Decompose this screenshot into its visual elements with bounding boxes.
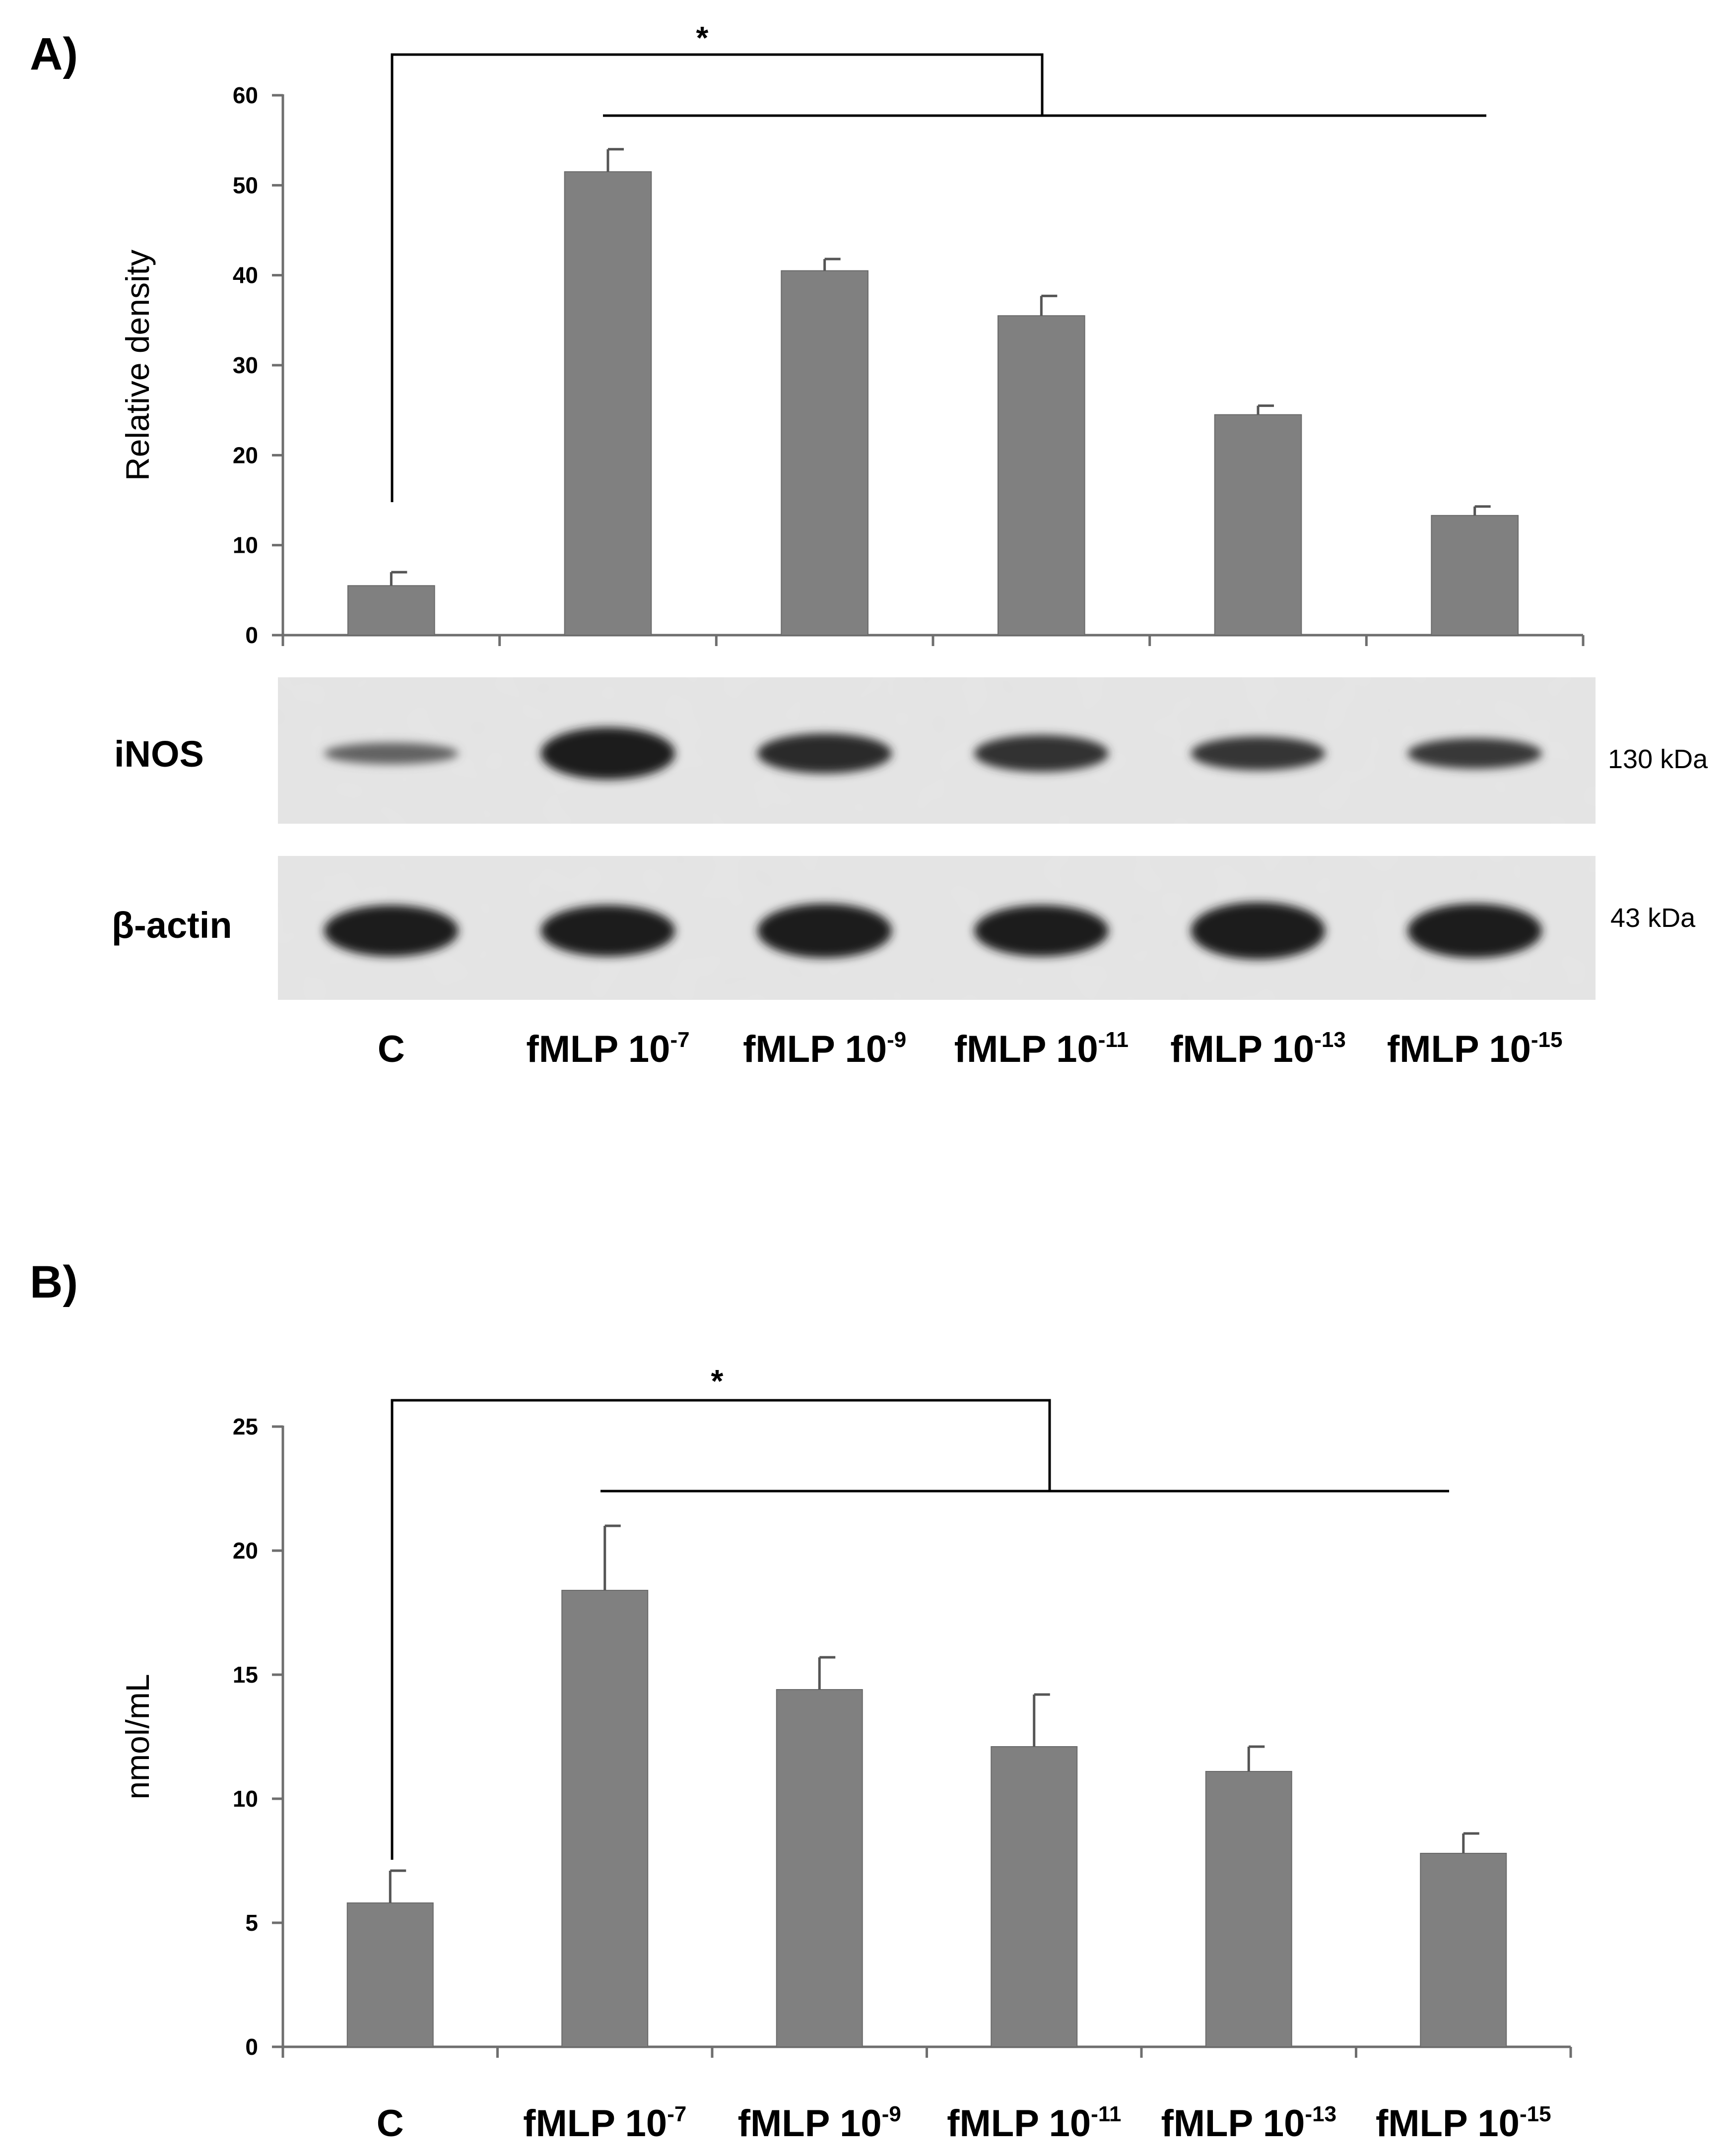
category-base: fMLP 10 [1387,1028,1531,1070]
panel-a-bar [347,585,435,636]
blot-band [1407,903,1542,958]
category-base: fMLP 10 [947,2102,1091,2145]
category-exponent: -13 [1305,2102,1336,2126]
blot-band [1191,902,1326,960]
panel-a-category-label: fMLP 10-15 [1387,1028,1563,1070]
panel-a-y-tick-label: 20 [233,442,258,468]
blot-band [974,905,1109,957]
blot-band [540,905,675,957]
category-base: fMLP 10 [1161,2102,1305,2145]
category-base: fMLP 10 [1170,1028,1314,1070]
category-base: C [378,1028,405,1070]
category-exponent: -7 [670,1028,689,1052]
panel-b-y-tick-label: 20 [233,1538,258,1564]
category-exponent: -9 [882,2102,901,2126]
panel-b-y-tick-label: 15 [233,1662,258,1688]
panel-b-bar [1205,1771,1292,2047]
panel-a-category-label: fMLP 10-13 [1170,1028,1346,1070]
panel-b-label: B) [30,1257,78,1307]
panel-b-bar [776,1689,863,2047]
blot-band [974,735,1109,772]
panel-b-category-label: fMLP 10-9 [738,2102,901,2145]
category-base: fMLP 10 [954,1028,1098,1070]
blot-band [1191,736,1326,771]
category-exponent: -13 [1314,1028,1346,1052]
panel-a-label: A) [30,29,78,79]
panel-a-bar [781,270,869,636]
blot-band [1407,738,1542,769]
category-exponent: -11 [1091,2102,1121,2126]
blot-band [324,742,459,765]
panel-b-category-label: C [377,2102,404,2145]
blot-row-label: iNOS [114,733,204,775]
panel-a-significance-bracket [391,53,1044,502]
panel-b-bar [346,1902,434,2047]
category-exponent: -15 [1531,1028,1563,1052]
panel-b-bar [1420,1853,1507,2047]
blot-band [324,905,459,957]
category-base: fMLP 10 [743,1028,887,1070]
blot-row-label: β-actin [112,905,232,946]
panel-b-y-tick-label: 5 [245,1910,258,1936]
category-base: fMLP 10 [526,1028,670,1070]
panel-a-bar [998,315,1085,636]
panel-b-bar [991,1746,1078,2047]
blot-strip-texture [278,856,1596,1000]
category-base: fMLP 10 [738,2102,882,2145]
panel-b-significance-bracket [391,1399,1051,1860]
blot-band [540,727,675,780]
panel-a-bar [1214,414,1302,636]
category-base: C [377,2102,404,2145]
panel-b-y-axis-label: nmol/mL [119,1674,156,1799]
category-exponent: -15 [1520,2102,1551,2126]
category-exponent: -9 [887,1028,906,1052]
panel-a: A) 0 10 20 30 40 50 60 Relative density C fMLP 10… [30,20,1708,1070]
panel-a-y-tick-label: 40 [233,262,258,288]
blot-band [757,903,892,958]
panel-b-category-label: fMLP 10-7 [523,2102,686,2145]
panel-a-bar [1431,515,1519,636]
panel-b-y-tick-label: 10 [233,1786,258,1812]
panel-a-y-tick-label: 0 [245,622,258,648]
panel-b-significance-star: * [711,1363,724,1399]
panel-b-bar [561,1590,649,2047]
blot-band [757,733,892,774]
category-base: fMLP 10 [523,2102,667,2145]
panel-b-category-label: fMLP 10-13 [1161,2102,1336,2145]
category-base: fMLP 10 [1376,2102,1520,2145]
panel-a-y-tick-label: 30 [233,352,258,378]
blot-molecular-weight: 130 kDa [1608,744,1708,774]
panel-a-western-blot: iNOS 130 kDa β-actin 43 kDa [112,677,1708,1000]
panel-a-significance-star: * [696,20,709,56]
panel-a-y-tick-label: 50 [233,172,258,198]
panel-b-y-tick-label: 0 [245,2034,258,2060]
blot-strip-texture [278,677,1596,824]
category-exponent: -7 [667,2102,686,2126]
panel-a-y-axis-label: Relative density [119,250,156,481]
panel-b-y-tick-label: 25 [233,1414,258,1439]
category-exponent: -11 [1098,1028,1129,1052]
panel-a-category-label: fMLP 10-11 [954,1028,1129,1070]
panel-a-category-label: fMLP 10-7 [526,1028,689,1070]
panel-a-category-label: C [378,1028,405,1070]
panel-b-category-label: fMLP 10-15 [1376,2102,1551,2145]
panel-a-bar [564,171,652,636]
blot-molecular-weight: 43 kDa [1610,903,1696,933]
panel-b-category-label: fMLP 10-11 [947,2102,1121,2145]
panel-a-category-label: fMLP 10-9 [743,1028,906,1070]
panel-a-y-tick-label: 60 [233,82,258,108]
panel-a-y-tick-label: 10 [233,532,258,558]
